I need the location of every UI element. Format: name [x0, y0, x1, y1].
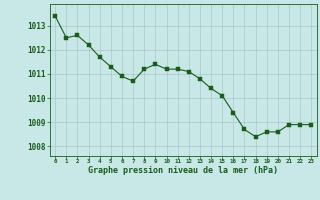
X-axis label: Graphe pression niveau de la mer (hPa): Graphe pression niveau de la mer (hPa)	[88, 166, 278, 175]
